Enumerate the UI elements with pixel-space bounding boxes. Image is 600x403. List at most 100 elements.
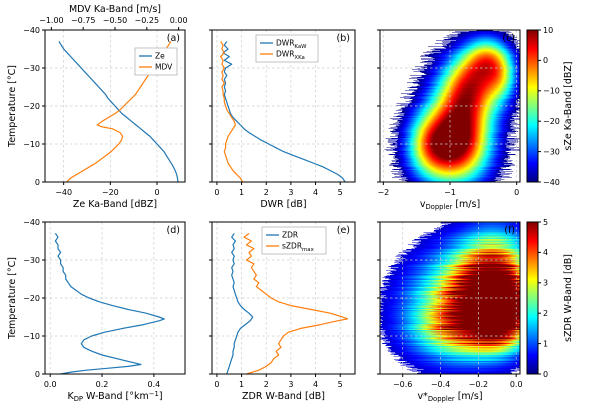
svg-text:ZDR W-Band [dB]: ZDR W-Band [dB] bbox=[242, 391, 325, 402]
svg-text:1: 1 bbox=[239, 188, 244, 197]
svg-text:−30: −30 bbox=[543, 147, 560, 156]
svg-text:ZDR: ZDR bbox=[282, 231, 298, 240]
svg-text:KDP W-Band [°km−1]: KDP W-Band [°km−1] bbox=[67, 390, 162, 403]
svg-text:−10: −10 bbox=[23, 140, 40, 149]
colorbar-c: 10 0 −10 −20 −30 −40 sZe Ka-Band [dBZ] bbox=[526, 26, 574, 187]
svg-text:sZe Ka-Band [dBZ]: sZe Ka-Band [dBZ] bbox=[563, 61, 574, 150]
svg-text:5: 5 bbox=[338, 380, 343, 389]
svg-text:−2: −2 bbox=[377, 188, 389, 197]
svg-text:(a): (a) bbox=[167, 33, 180, 44]
svg-text:4: 4 bbox=[313, 188, 318, 197]
series-b bbox=[222, 41, 346, 183]
svg-text:0.2: 0.2 bbox=[96, 380, 109, 389]
svg-text:−40: −40 bbox=[543, 178, 560, 187]
panel-d: 0.0 0.2 0.4 KDP W-Band [°km−1] 0 −10 −20 −30 −40… bbox=[7, 218, 186, 403]
svg-text:0: 0 bbox=[214, 188, 219, 197]
series-e bbox=[243, 232, 349, 375]
svg-text:3: 3 bbox=[288, 380, 293, 389]
panel-e: 0 1 2 3 4 5 ZDR W-Band [dB] (e) ZDR sZDRmax bbox=[209, 221, 356, 402]
legend-e bbox=[261, 226, 327, 255]
svg-text:1: 1 bbox=[239, 380, 244, 389]
svg-text:−40: −40 bbox=[55, 188, 72, 197]
svg-text:−1: −1 bbox=[444, 188, 456, 197]
svg-text:sZDRmax: sZDRmax bbox=[282, 242, 315, 253]
svg-text:−0.75: −0.75 bbox=[71, 16, 96, 25]
svg-text:sZDR W-Band [dB]: sZDR W-Band [dB] bbox=[563, 254, 574, 342]
svg-text:Temperature [°C]: Temperature [°C] bbox=[7, 257, 18, 340]
svg-text:10: 10 bbox=[543, 26, 553, 35]
svg-text:MDV: MDV bbox=[155, 63, 173, 72]
svg-text:0.00: 0.00 bbox=[170, 16, 188, 25]
colorbar-c-axis: 10 0 −10 −20 −30 −40 sZe Ka-Band [dBZ] bbox=[526, 26, 574, 187]
panel-f-plot: −0.6 −0.4 −0.2 0.0 v*Doppler [m/s] (f) bbox=[377, 221, 523, 403]
panel-a-plot: −40 −20 0 Ze Ka-Band [dBZ] −1.00 −0.75 −0.50 −0… bbox=[7, 4, 188, 210]
svg-text:(c): (c) bbox=[502, 33, 515, 44]
series-a bbox=[58, 41, 179, 183]
svg-text:0.4: 0.4 bbox=[148, 380, 161, 389]
svg-text:(e): (e) bbox=[337, 225, 350, 236]
series-d bbox=[54, 233, 165, 375]
svg-text:MDV Ka-Band [m/s]: MDV Ka-Band [m/s] bbox=[69, 4, 161, 15]
svg-text:−20: −20 bbox=[23, 294, 40, 303]
colorbar-f-axis: 5 4 3 2 1 0 sZDR W-Band [dB] bbox=[526, 218, 574, 379]
svg-text:3: 3 bbox=[543, 279, 548, 288]
svg-text:−0.25: −0.25 bbox=[135, 16, 160, 25]
svg-text:(b): (b) bbox=[337, 33, 350, 44]
panel-c: −2 −1 0 vDoppler [m/s] (c) bbox=[377, 29, 521, 211]
panel-f: −0.6 −0.4 −0.2 0.0 v*Doppler [m/s] (f) bbox=[377, 221, 523, 403]
svg-text:−30: −30 bbox=[23, 256, 40, 265]
svg-text:4: 4 bbox=[313, 380, 318, 389]
svg-text:Temperature [°C]: Temperature [°C] bbox=[7, 65, 18, 148]
svg-text:5: 5 bbox=[543, 218, 548, 227]
svg-text:0: 0 bbox=[543, 56, 548, 65]
svg-text:DWRXKa: DWRXKa bbox=[276, 50, 305, 61]
panel-e-plot: 0 1 2 3 4 5 ZDR W-Band [dB] (e) ZDR sZDRmax bbox=[209, 221, 356, 402]
svg-text:0: 0 bbox=[214, 380, 219, 389]
colorbar-f: 5 4 3 2 1 0 sZDR W-Band [dB] bbox=[526, 218, 574, 379]
svg-text:−30: −30 bbox=[23, 64, 40, 73]
svg-text:0: 0 bbox=[154, 188, 159, 197]
svg-text:2: 2 bbox=[264, 188, 269, 197]
svg-text:4: 4 bbox=[543, 248, 548, 257]
svg-text:0.0: 0.0 bbox=[44, 380, 57, 389]
svg-text:(f): (f) bbox=[504, 225, 515, 236]
svg-text:−40: −40 bbox=[23, 26, 40, 35]
svg-text:DWRKaW: DWRKaW bbox=[276, 39, 307, 50]
svg-text:0: 0 bbox=[543, 370, 548, 379]
svg-text:1: 1 bbox=[543, 339, 548, 348]
svg-text:−40: −40 bbox=[23, 218, 40, 227]
svg-text:−0.2: −0.2 bbox=[469, 380, 488, 389]
svg-text:0: 0 bbox=[514, 188, 519, 197]
panel-c-plot: −2 −1 0 vDoppler [m/s] (c) bbox=[377, 29, 521, 211]
svg-text:Ze: Ze bbox=[155, 52, 165, 61]
svg-text:(d): (d) bbox=[167, 225, 180, 236]
svg-text:5: 5 bbox=[338, 188, 343, 197]
series-b bbox=[220, 41, 244, 183]
svg-text:0: 0 bbox=[35, 370, 40, 379]
legend-b bbox=[255, 34, 319, 63]
panel-a: −40 −20 0 Ze Ka-Band [dBZ] −1.00 −0.75 −0.50 −0… bbox=[7, 4, 188, 210]
panel-b: 0 1 2 3 4 5 DWR [dB] (b) DWRKaW DWRXKa bbox=[209, 29, 356, 210]
legend-a bbox=[134, 47, 178, 76]
svg-text:vDoppler [m/s]: vDoppler [m/s] bbox=[420, 199, 480, 211]
svg-text:−20: −20 bbox=[23, 102, 40, 111]
svg-text:−1.00: −1.00 bbox=[39, 16, 64, 25]
series-e bbox=[226, 233, 254, 375]
svg-text:−10: −10 bbox=[23, 332, 40, 341]
svg-text:−20: −20 bbox=[102, 188, 119, 197]
svg-text:−0.50: −0.50 bbox=[103, 16, 128, 25]
colorbar-c-gradient bbox=[527, 30, 538, 182]
svg-text:3: 3 bbox=[288, 188, 293, 197]
svg-text:−0.6: −0.6 bbox=[393, 380, 412, 389]
svg-text:−20: −20 bbox=[543, 117, 560, 126]
svg-text:2: 2 bbox=[543, 309, 548, 318]
svg-text:v*Doppler [m/s]: v*Doppler [m/s] bbox=[417, 391, 482, 403]
svg-text:DWR [dB]: DWR [dB] bbox=[260, 199, 306, 210]
svg-text:0.0: 0.0 bbox=[510, 380, 523, 389]
colorbar-f-gradient bbox=[527, 222, 538, 374]
svg-text:Ze Ka-Band [dBZ]: Ze Ka-Band [dBZ] bbox=[73, 199, 157, 210]
svg-text:2: 2 bbox=[264, 380, 269, 389]
